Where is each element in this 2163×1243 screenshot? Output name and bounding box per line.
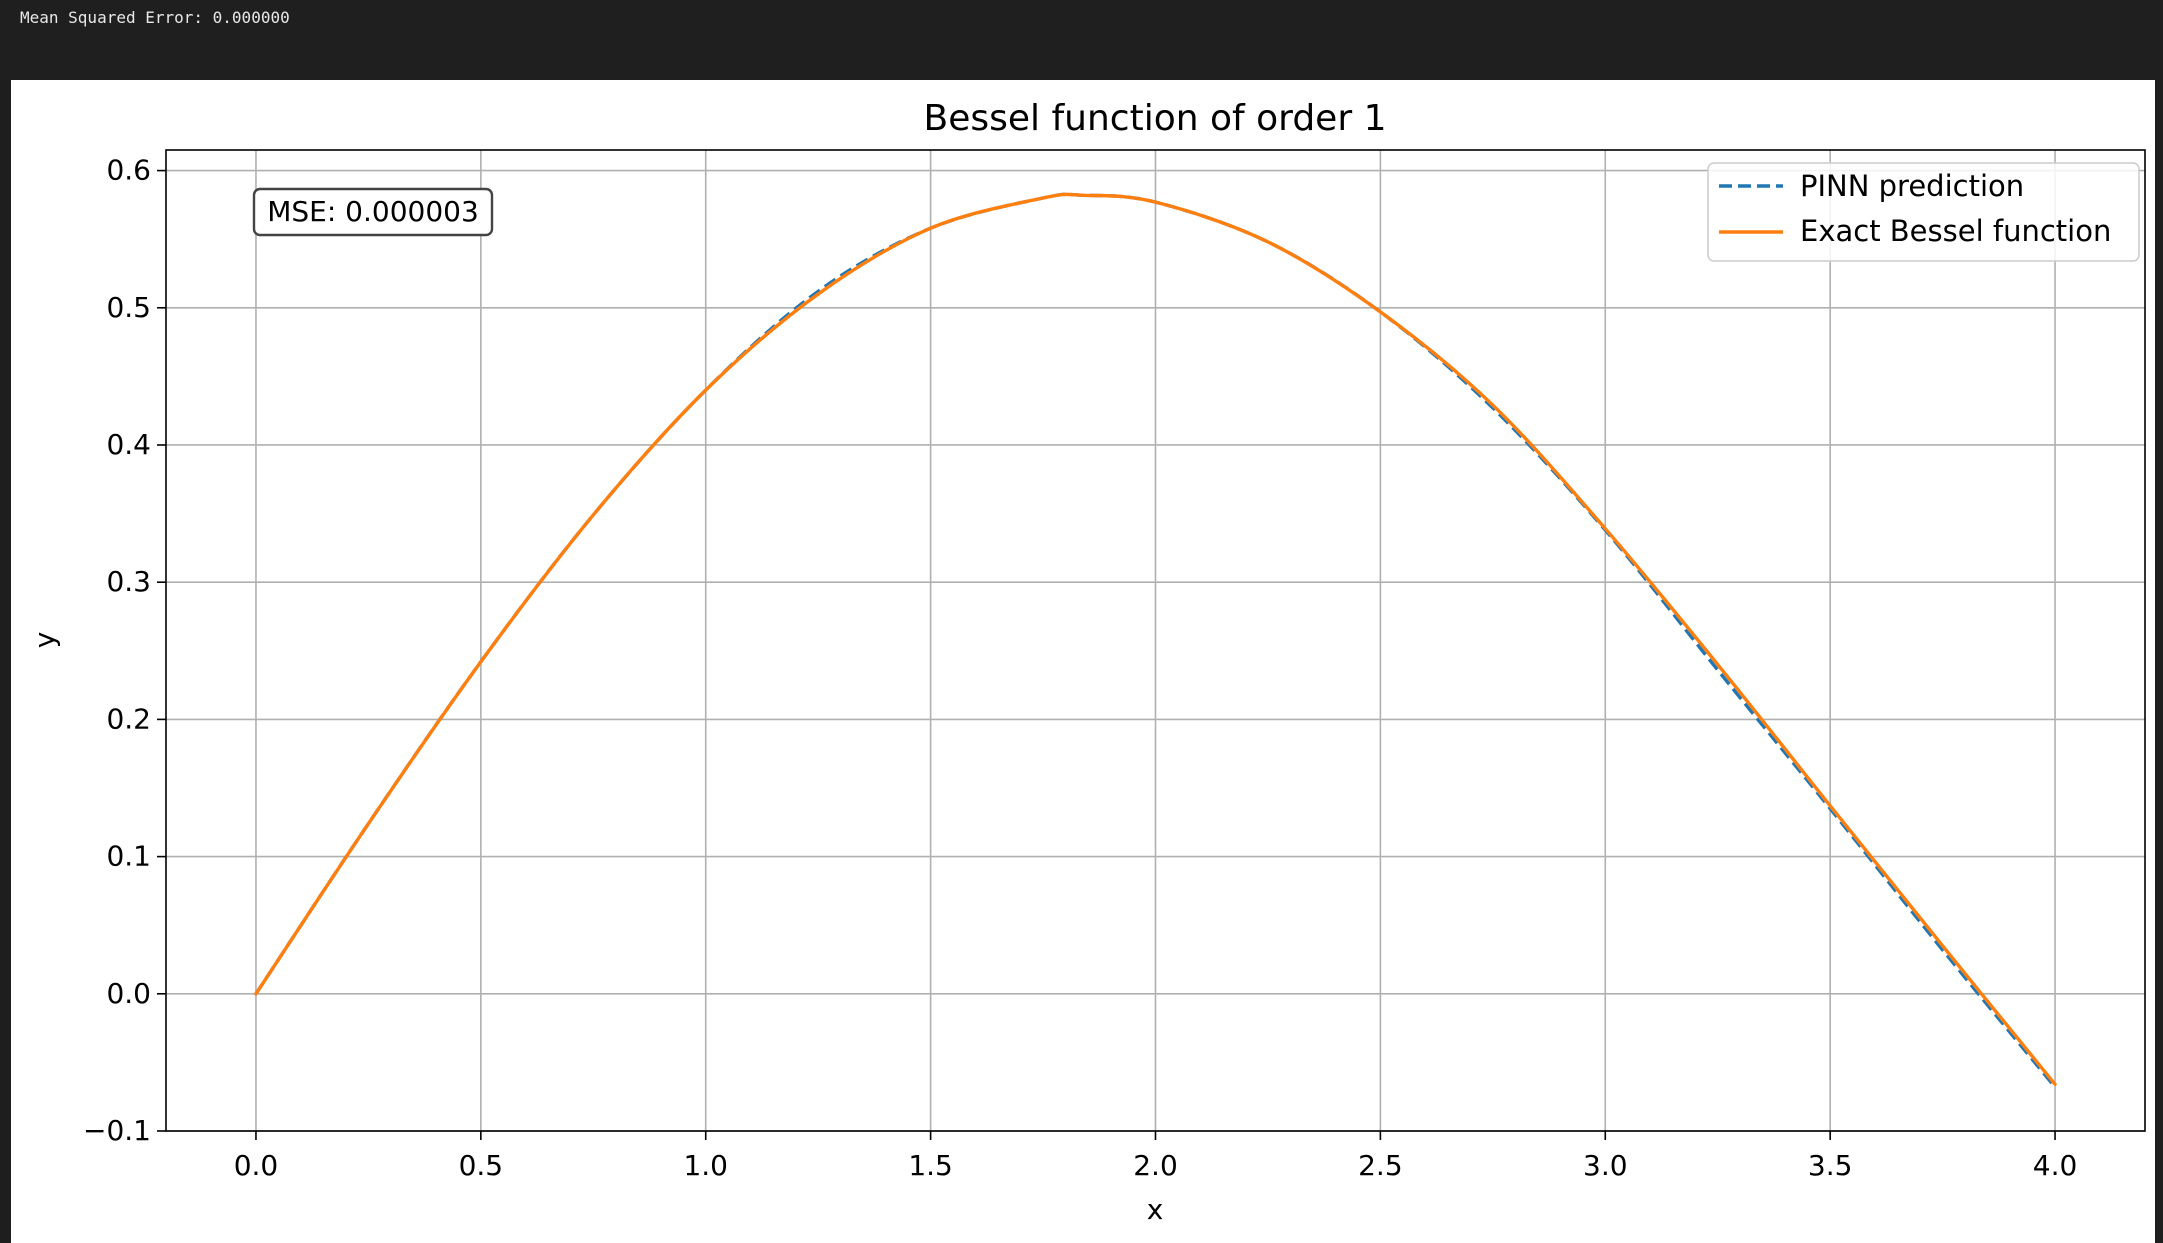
figure-panel: 0.0 0.5 1.0 1.5 2.0 2.5 3.0 3.5 4.0 −0.1 0.0 0.1 0.2… xyxy=(11,80,2163,1243)
console-output-line: Mean Squared Error: 0.000000 xyxy=(20,8,290,27)
mse-annotation-text: MSE: 0.000003 xyxy=(267,195,479,228)
x-tick-label: 0.0 xyxy=(234,1149,279,1182)
y-tick-label: 0.5 xyxy=(106,291,151,324)
series-lines xyxy=(254,192,2057,1089)
y-tick-label: 0.2 xyxy=(106,702,151,735)
axis-ticks: 0.0 0.5 1.0 1.5 2.0 2.5 3.0 3.5 4.0 −0.1 0.0 0.1 0.2… xyxy=(83,154,2077,1182)
x-axis-label: x xyxy=(1147,1193,1164,1226)
x-tick-label: 0.5 xyxy=(459,1149,504,1182)
legend-exact-label: Exact Bessel function xyxy=(1800,214,2111,248)
legend-box xyxy=(1707,162,2140,262)
scrollbar-track[interactable] xyxy=(2155,80,2163,1243)
x-tick-label: 4.0 xyxy=(2033,1149,2078,1182)
y-tick-label: 0.1 xyxy=(106,840,151,873)
x-tick-label: 3.5 xyxy=(1808,1149,1853,1182)
x-tick-label: 1.0 xyxy=(683,1149,728,1182)
legend: PINN prediction Exact Bessel function xyxy=(1707,162,2140,262)
y-tick-label: 0.4 xyxy=(106,428,151,461)
x-tick-label: 2.5 xyxy=(1358,1149,1403,1182)
mse-annotation-box xyxy=(252,187,494,237)
y-axis-label: y xyxy=(28,632,61,649)
legend-pinn-label: PINN prediction xyxy=(1800,169,2024,203)
y-tick-label: 0.6 xyxy=(106,154,151,187)
console-output: Mean Squared Error: 0.000000 xyxy=(0,0,2163,80)
exact-bessel-line xyxy=(254,192,2057,1087)
y-tick-label: −0.1 xyxy=(83,1114,151,1147)
y-tick-label: 0.0 xyxy=(106,977,151,1010)
mse-annotation: MSE: 0.000003 xyxy=(252,187,494,237)
x-tick-label: 3.0 xyxy=(1583,1149,1628,1182)
x-tick-label: 2.0 xyxy=(1133,1149,1178,1182)
x-tick-label: 1.5 xyxy=(908,1149,953,1182)
y-tick-label: 0.3 xyxy=(106,565,151,598)
chart-title: Bessel function of order 1 xyxy=(924,98,1387,139)
bessel-line-chart: 0.0 0.5 1.0 1.5 2.0 2.5 3.0 3.5 4.0 −0.1 0.0 0.1 0.2… xyxy=(28,98,2146,1226)
